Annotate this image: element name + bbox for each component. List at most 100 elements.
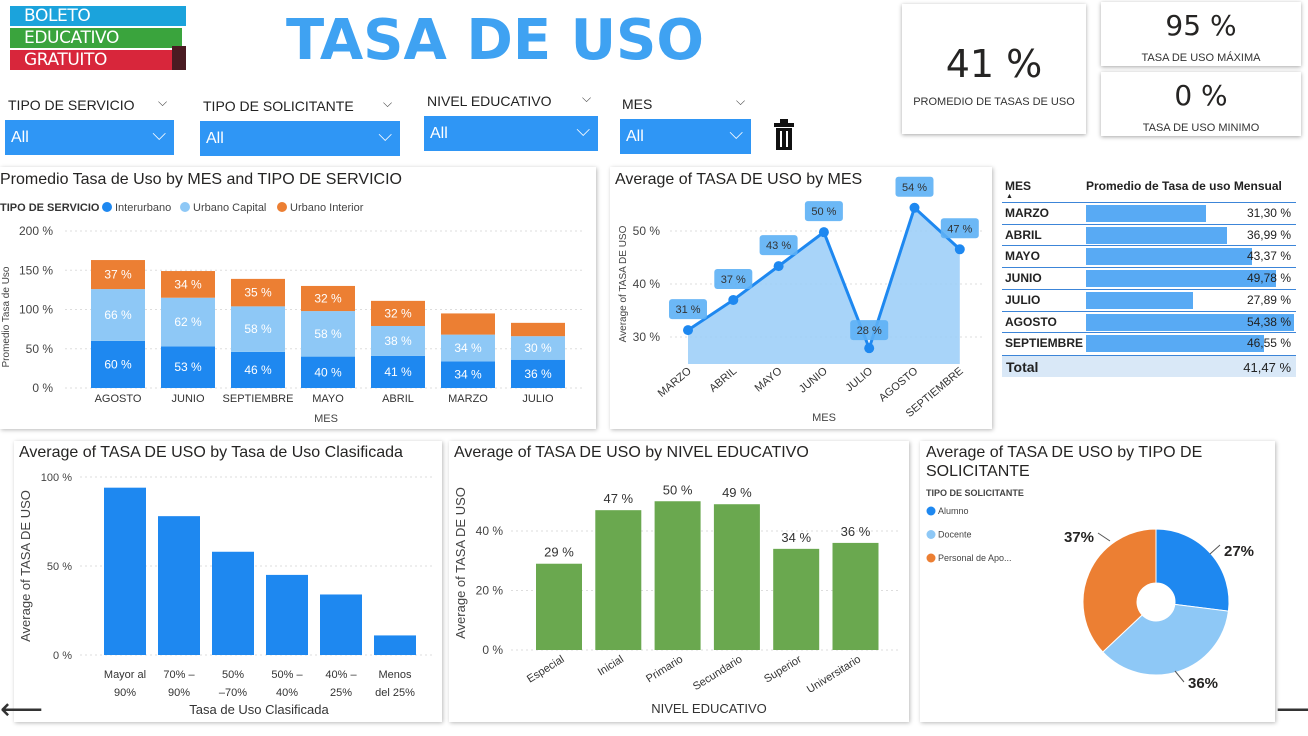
data-label-box	[669, 299, 707, 320]
y-tick-label: 100 %	[41, 472, 72, 484]
legend-title: TIPO DE SERVICIO	[0, 202, 100, 214]
clasificada-chart-title: Average of TASA DE USO by Tasa de Uso Cl…	[19, 444, 403, 461]
table-header-mes[interactable]: MES	[1005, 179, 1032, 193]
bar	[212, 551, 254, 655]
chevron-down-icon[interactable]: ⌵	[158, 95, 168, 109]
leader-line	[1209, 544, 1221, 555]
table-row[interactable]: SEPTIEMBRE 46,55 %	[1002, 332, 1296, 353]
x-tick-label: Menos	[378, 669, 412, 681]
table-cell-mes: AGOSTO	[1005, 314, 1057, 329]
legend-item: Urbano Capital	[193, 202, 266, 214]
data-label: 34 %	[781, 530, 811, 545]
legend-item: Personal de Apo...	[938, 553, 1012, 563]
legend-item: Alumno	[938, 506, 969, 516]
data-label: 36 %	[524, 367, 552, 381]
y-tick-label: 30 %	[633, 330, 661, 344]
y-tick-label: 0 %	[32, 381, 53, 395]
x-axis-label: MES	[812, 412, 836, 424]
data-label: 28 %	[857, 325, 882, 337]
bar-segment	[371, 300, 425, 326]
data-label: 38 %	[384, 334, 412, 348]
bar-segment	[511, 359, 565, 388]
slicer-dropdown-nivel-educativo[interactable]: All ⌵	[424, 116, 598, 151]
bar-segment	[161, 297, 215, 347]
table-cell-mes: MARZO	[1005, 206, 1049, 220]
table-data-bar	[1086, 335, 1265, 353]
data-label: 62 %	[174, 315, 202, 329]
y-tick-label: 20 %	[476, 584, 504, 598]
bar	[536, 563, 582, 650]
data-label: 54 %	[902, 182, 927, 194]
bar	[320, 594, 362, 655]
data-label: 34 %	[174, 277, 202, 291]
slicer-dropdown-tipo-solicitante[interactable]: All ⌵	[200, 121, 400, 156]
table-cell-value: 49,78 %	[1246, 271, 1291, 286]
bar	[713, 504, 760, 650]
data-label: 60 %	[104, 357, 132, 371]
kpi-max-value: 95 %	[1165, 9, 1237, 42]
legend-swatch	[926, 553, 936, 563]
pie-chart-title-line-2: SOLICITANTE	[926, 463, 1030, 480]
data-label: 37 %	[104, 268, 132, 282]
clasificada-bar-chart: 0 % 50 % 100 % Mayor al 90% 70% – 90% 50% –70% 50…	[18, 472, 434, 717]
kpi-average-label: PROMEDIO DE TASAS DE USO	[913, 96, 1075, 108]
data-label-box	[804, 201, 843, 222]
kpi-min-label: TASA DE USO MINIMO	[1142, 122, 1260, 134]
chevron-down-icon[interactable]: ⌵	[736, 94, 746, 108]
table-total-row: Total 41,47 %	[1002, 355, 1296, 377]
chevron-down-icon[interactable]: ⌵	[582, 91, 592, 105]
table-cell-value: 31,30 %	[1246, 206, 1291, 220]
data-label: 31 %	[675, 304, 700, 316]
chevron-down-icon: ⌵	[378, 125, 392, 145]
data-label: 32 %	[384, 306, 412, 320]
slicer-dropdown-mes[interactable]: All ⌵	[620, 119, 751, 154]
pie-slice	[1082, 528, 1157, 653]
arrow-left-icon[interactable]: ⟵	[0, 693, 44, 726]
x-tick-label: 40% –	[325, 669, 357, 681]
x-tick-label: JUNIO	[172, 393, 205, 405]
slicer-dropdown-tipo-servicio[interactable]: All ⌵	[5, 120, 174, 155]
data-point	[954, 244, 965, 255]
table-data-bar	[1086, 291, 1193, 309]
arrow-right-icon[interactable]: ⟶	[1276, 693, 1308, 726]
x-tick-label: MARZO	[656, 365, 694, 400]
table-row[interactable]: AGOSTO 54,38 %	[1002, 310, 1296, 332]
kpi-card-max: 95 % TASA DE USO MÁXIMA	[1101, 2, 1301, 66]
logo: BOLETO EDUCATIVO GRATUITO	[2, 0, 200, 90]
data-label-box	[759, 235, 798, 256]
y-tick-label: 100 %	[19, 303, 53, 317]
table-row[interactable]: MAYO 43,37 %	[1002, 245, 1296, 266]
table-data-bar	[1086, 313, 1294, 331]
bar	[266, 574, 308, 655]
table-cell-mes: JUNIO	[1005, 271, 1042, 286]
slicer-title-nivel-educativo: NIVEL EDUCATIVO	[427, 93, 552, 109]
slicer-value: All	[206, 130, 224, 147]
table-row[interactable]: JULIO 27,89 %	[1002, 288, 1296, 310]
leader-line	[1174, 670, 1185, 683]
trash-icon[interactable]	[773, 118, 795, 152]
bar-segment	[441, 334, 495, 362]
legend-item: Interurbano	[115, 202, 171, 214]
table-cell-mes: SEPTIEMBRE	[1005, 336, 1084, 351]
kpi-card-average: 41 % PROMEDIO DE TASAS DE USO	[902, 4, 1086, 134]
chevron-down-icon: ⌵	[152, 124, 166, 144]
bar-segment	[231, 351, 285, 388]
data-label-box	[895, 176, 934, 197]
chevron-down-icon[interactable]: ⌵	[383, 96, 393, 110]
table-row[interactable]: ABRIL 36,99 %	[1002, 223, 1296, 245]
y-axis-label: Average of TASA DE USO	[618, 225, 629, 342]
table-row[interactable]: MARZO 31,30 %	[1002, 202, 1296, 223]
bar-segment	[91, 289, 145, 341]
bar	[104, 487, 146, 655]
y-tick-label: 150 %	[19, 263, 53, 277]
table-row[interactable]: JUNIO 49,78 %	[1002, 267, 1296, 288]
table-data-bar	[1086, 270, 1277, 288]
table-header-promedio[interactable]: Promedio de Tasa de uso Mensual	[1086, 179, 1282, 193]
data-label: 36 %	[841, 524, 871, 539]
logo-line-2: EDUCATIVO	[10, 28, 182, 48]
bar	[832, 542, 879, 650]
area-fill	[688, 207, 960, 364]
x-tick-label: 40%	[276, 687, 298, 699]
stacked-bar-chart: TIPO DE SERVICIO Interurbano Urbano Capita…	[0, 202, 585, 425]
bar	[374, 635, 416, 655]
